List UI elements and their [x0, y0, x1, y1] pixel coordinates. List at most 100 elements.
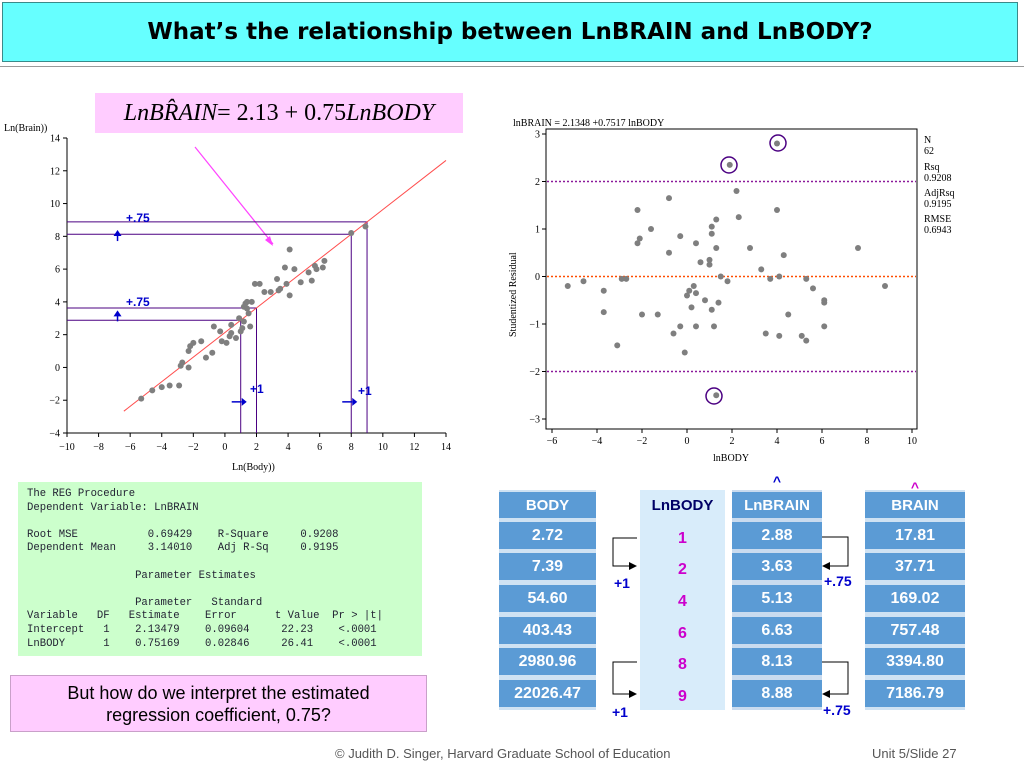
- right-x-tick-label: 10: [907, 436, 917, 447]
- left-blue-arrowhead: [241, 397, 247, 406]
- body-cell: 54.60: [499, 585, 596, 612]
- right-data-point: [715, 299, 722, 306]
- left-annot-top: +.75: [126, 211, 150, 225]
- right-header: lnBRAIN = 2.1348 +0.7517 lnBODY: [513, 118, 664, 129]
- right-data-point: [713, 392, 720, 399]
- right-data-point: [648, 226, 654, 232]
- right-data-point: [713, 216, 720, 223]
- left-x-tick-label: 14: [441, 442, 451, 453]
- slide-title: What’s the relationship between LnBRAIN …: [147, 19, 873, 45]
- left-data-point: [223, 339, 230, 346]
- left-annot-one-b: +1: [358, 384, 372, 398]
- left-data-point: [218, 338, 225, 345]
- fit-stats: N 62 Rsq 0.9208 AdjRsq 0.9195 RMSE 0.694…: [924, 135, 955, 236]
- right-data-point: [688, 304, 695, 311]
- left-data-point: [236, 315, 243, 322]
- right-x-tick-label: −4: [592, 436, 603, 447]
- right-data-point: [776, 332, 783, 339]
- body-cell: 2.72: [499, 522, 596, 549]
- body-cell: 22026.47: [499, 680, 596, 707]
- right-y-tick-label: 2: [535, 177, 540, 188]
- left-data-point: [319, 264, 326, 271]
- left-data-point: [348, 230, 355, 237]
- brain-hat: ^: [910, 479, 920, 495]
- lnbrain-header: LnBRAIN: [732, 492, 822, 518]
- right-data-point: [821, 323, 828, 330]
- right-data-point: [600, 309, 607, 316]
- bracket-body-bottom: [612, 661, 637, 695]
- left-y-tick-label: 10: [50, 199, 60, 210]
- stat-label: N: [924, 135, 931, 146]
- question-line-1: But how do we interpret the estimated: [67, 682, 370, 703]
- question-box: But how do we interpret the estimated re…: [10, 675, 427, 732]
- right-data-point: [690, 283, 697, 289]
- right-data-point: [810, 285, 816, 292]
- left-data-point: [179, 359, 186, 366]
- left-y-tick-label: −4: [49, 429, 60, 440]
- left-y-tick-label: 8: [55, 232, 60, 243]
- right-data-point: [618, 275, 625, 282]
- plus-75-bottom: +.75: [823, 702, 851, 718]
- bracket-brain-bottom: [822, 661, 849, 695]
- right-data-point: [821, 299, 828, 306]
- sas-output: The REG Procedure Dependent Variable: Ln…: [18, 482, 422, 656]
- plus-75-top: +.75: [824, 573, 852, 589]
- left-data-point: [244, 305, 251, 312]
- left-data-point: [267, 289, 274, 296]
- left-x-tick-label: 6: [317, 442, 322, 453]
- left-x-tick-label: −4: [156, 442, 167, 453]
- left-data-point: [291, 266, 298, 273]
- right-y-tick-label: −1: [529, 320, 540, 331]
- right-y-tick-label: 3: [535, 130, 540, 141]
- slide-title-bar: What’s the relationship between LnBRAIN …: [2, 2, 1018, 62]
- left-data-point: [198, 338, 205, 345]
- left-y-tick-label: 6: [55, 265, 60, 276]
- lnbody-cell: 9: [640, 683, 725, 710]
- left-data-point: [247, 323, 254, 330]
- right-x-tick-label: 0: [685, 436, 690, 447]
- sas-line: Intercept 1 2.13479 0.09604 22.23 <.0001: [27, 623, 377, 636]
- right-data-point: [724, 278, 731, 285]
- lnbrain-cell: 3.63: [732, 553, 822, 580]
- lnbrain-cell: 5.13: [732, 585, 822, 612]
- sas-line: Dependent Variable: LnBRAIN: [27, 501, 199, 514]
- equation-variable: LnBODY: [346, 99, 435, 126]
- left-x-tick-label: −6: [125, 442, 136, 453]
- right-data-point: [762, 330, 769, 337]
- title-divider: [0, 66, 1024, 67]
- left-x-tick-label: 8: [349, 442, 354, 453]
- left-data-point: [281, 264, 288, 271]
- left-data-point: [185, 348, 192, 355]
- sas-line: Parameter Estimates: [27, 569, 256, 582]
- left-data-point: [305, 269, 312, 276]
- right-x-tick-label: 2: [730, 436, 735, 447]
- left-data-point: [274, 275, 281, 282]
- left-blue-arrowhead: [113, 230, 122, 237]
- left-data-point: [158, 384, 165, 391]
- left-data-point: [210, 323, 217, 330]
- right-data-point: [774, 207, 780, 213]
- left-annot-mid: +.75: [126, 295, 150, 309]
- right-data-point: [697, 259, 704, 266]
- right-data-point: [882, 283, 888, 289]
- lnbrain-cell: 8.88: [732, 680, 822, 707]
- right-data-point: [713, 245, 720, 251]
- right-data-point: [726, 161, 733, 168]
- right-data-point: [686, 287, 693, 294]
- left-data-point: [202, 354, 209, 361]
- left-ylabel: Ln(Brain)): [4, 123, 47, 134]
- left-y-tick-label: 2: [55, 330, 60, 341]
- left-data-point: [256, 280, 263, 287]
- bracket-arrowhead: [822, 562, 830, 570]
- bracket-arrowhead: [629, 562, 637, 570]
- left-pink-arrow: [194, 146, 274, 245]
- right-data-point: [623, 275, 630, 282]
- right-x-tick-label: 6: [820, 436, 825, 447]
- right-data-point: [733, 188, 740, 194]
- right-data-point: [580, 278, 587, 285]
- right-y-tick-label: −2: [529, 367, 540, 378]
- footer-credit: © Judith D. Singer, Harvard Graduate Sch…: [335, 746, 671, 761]
